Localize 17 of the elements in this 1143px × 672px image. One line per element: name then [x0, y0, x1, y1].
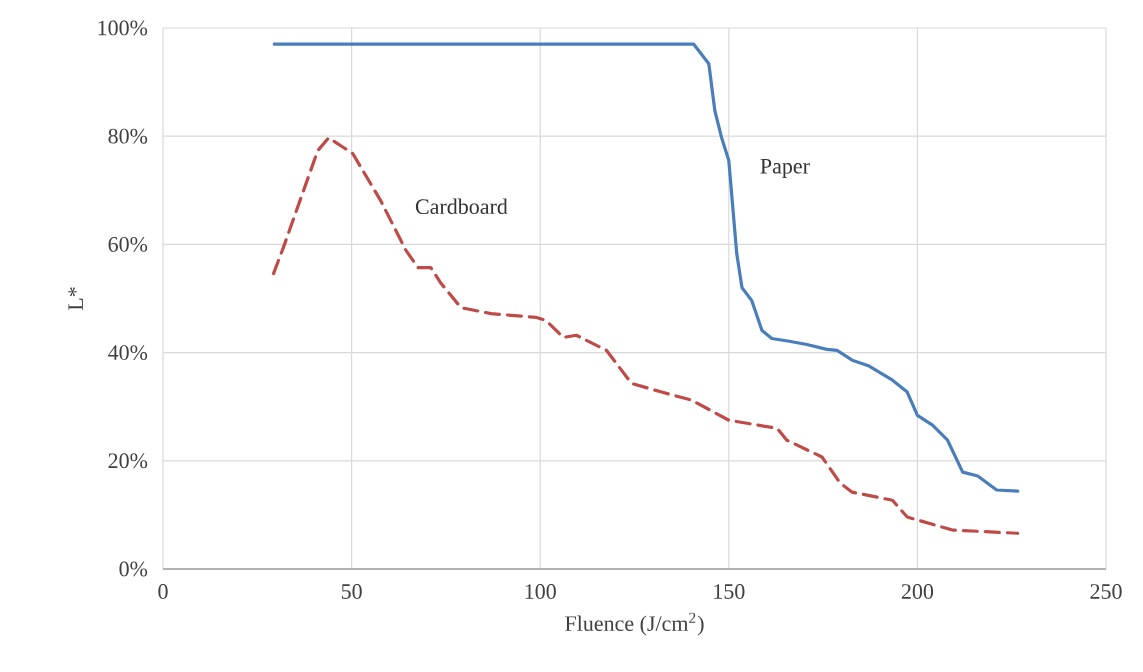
x-tick-label: 50 — [341, 584, 362, 599]
series-label: Cardboard — [415, 198, 508, 215]
x-tick-label: 200 — [901, 584, 934, 599]
y-tick-label: 60% — [108, 236, 148, 252]
y-tick-label: 80% — [108, 128, 148, 144]
line-series — [271, 136, 1020, 535]
x-tick-label: 250 — [1090, 584, 1122, 599]
y-tick-label: 100% — [98, 20, 148, 36]
y-axis-title: L* — [68, 287, 83, 311]
series-label: Paper — [760, 158, 810, 179]
y-tick-label: 0% — [119, 561, 148, 577]
y-tick-label: 20% — [108, 453, 148, 469]
x-tick-label: 0 — [158, 584, 168, 599]
x-tick-label: 100 — [525, 584, 556, 599]
x-axis-title: Fluence (J/cm$^{2}$) — [565, 612, 704, 636]
y-tick-label: 40% — [108, 345, 148, 361]
x-tick-label: 150 — [714, 584, 745, 599]
